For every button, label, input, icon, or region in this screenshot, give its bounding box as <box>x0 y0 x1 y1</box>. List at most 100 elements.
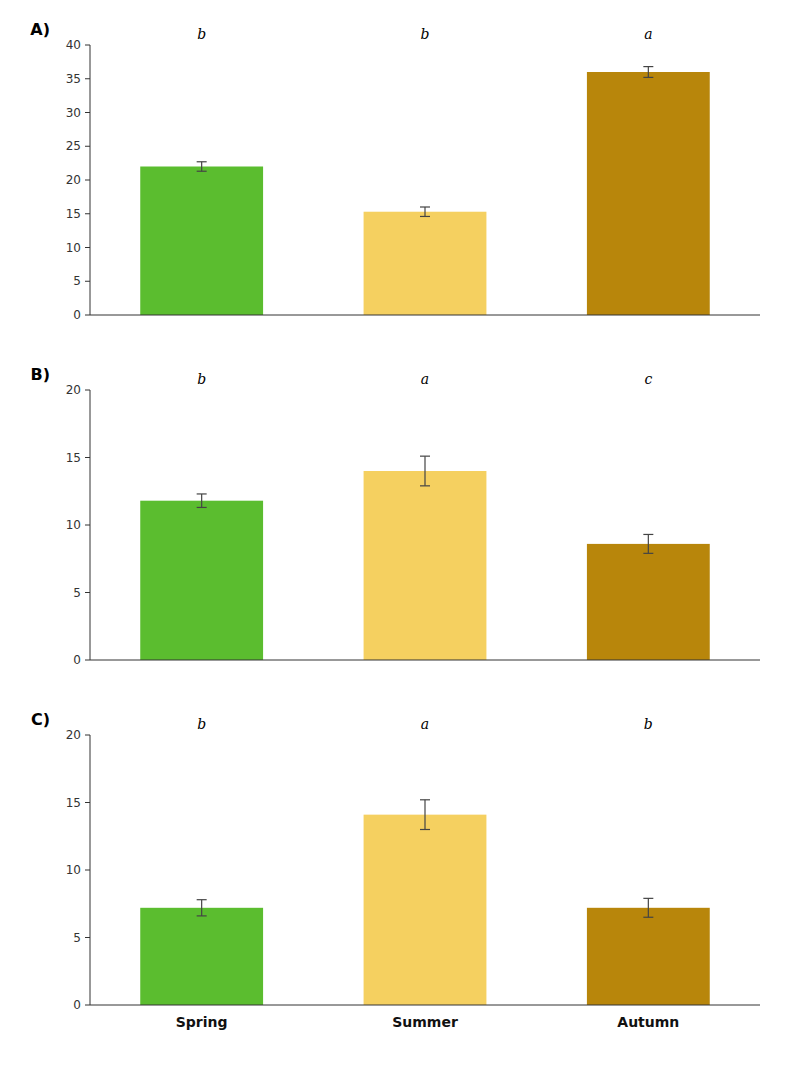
y-tick-label: 20 <box>66 728 81 742</box>
annotation: a <box>421 371 429 387</box>
y-tick <box>85 937 90 938</box>
error-cap <box>197 899 207 900</box>
y-tick-label: 10 <box>66 863 81 877</box>
error-bar <box>197 494 207 508</box>
annotation: a <box>644 26 652 42</box>
error-cap <box>643 534 653 535</box>
bar <box>587 72 710 315</box>
error-bar <box>197 900 207 916</box>
y-tick <box>85 112 90 113</box>
bar <box>140 908 263 1005</box>
y-tick <box>85 315 90 316</box>
marks <box>140 67 710 315</box>
y-tick-label: 15 <box>66 451 81 465</box>
error-cap <box>643 553 653 554</box>
annotation: c <box>644 371 652 387</box>
x-tick-label: Summer <box>392 1014 458 1030</box>
y-tick-label: 20 <box>66 383 81 397</box>
error-cap <box>643 917 653 918</box>
bar <box>587 544 710 660</box>
error-cap <box>420 799 430 800</box>
y-tick <box>85 525 90 526</box>
error-stem <box>648 534 649 553</box>
bar <box>140 501 263 660</box>
figure: 0 5 10 15 20 25 30 35 40 b b a A) 0 5 10 15 20 b a c B) 0 5 10 15… <box>0 0 786 1079</box>
y-tick-label: 40 <box>66 38 81 52</box>
error-bar <box>420 800 430 830</box>
y-tick-label: 25 <box>66 139 81 153</box>
error-cap <box>420 456 430 457</box>
y-tick-label: 0 <box>73 308 81 322</box>
panel-label: C) <box>31 710 50 729</box>
annotation: b <box>197 26 206 42</box>
annotation: b <box>644 716 653 732</box>
error-cap <box>197 493 207 494</box>
x-axis <box>90 1005 760 1006</box>
error-bar <box>643 67 653 78</box>
y-tick <box>85 78 90 79</box>
error-stem <box>424 207 425 216</box>
error-stem <box>201 494 202 508</box>
bar <box>587 908 710 1005</box>
y-tick-label: 5 <box>73 931 81 945</box>
error-cap <box>420 216 430 217</box>
error-bar <box>197 162 207 171</box>
panel: 0 5 10 15 20 Spring Summer Autumn b a b C) <box>31 710 760 1030</box>
annotation: b <box>197 716 206 732</box>
y-tick-label: 35 <box>66 72 81 86</box>
bar <box>140 167 263 316</box>
x-axis <box>90 660 760 661</box>
error-stem <box>648 67 649 78</box>
panel-label: B) <box>30 365 50 384</box>
error-cap <box>197 507 207 508</box>
y-tick <box>85 213 90 214</box>
y-tick <box>85 660 90 661</box>
error-bar <box>643 534 653 553</box>
error-stem <box>648 898 649 917</box>
y-tick <box>85 1005 90 1006</box>
annotation: a <box>421 716 429 732</box>
y-tick <box>85 457 90 458</box>
error-bar <box>420 207 430 216</box>
y-tick <box>85 146 90 147</box>
error-cap <box>197 161 207 162</box>
y-tick <box>85 390 90 391</box>
y-tick-label: 20 <box>66 173 81 187</box>
error-bar <box>420 456 430 486</box>
y-tick-label: 10 <box>66 518 81 532</box>
error-cap <box>643 898 653 899</box>
marks <box>140 800 710 1005</box>
y-tick <box>85 592 90 593</box>
x-tick-label: Autumn <box>617 1014 679 1030</box>
panel-label: A) <box>30 20 50 39</box>
error-cap <box>197 171 207 172</box>
error-cap <box>420 829 430 830</box>
panel: 0510152025303540bbaA) <box>30 20 760 322</box>
error-bar <box>643 898 653 917</box>
marks <box>140 456 710 660</box>
error-cap <box>420 485 430 486</box>
y-tick-label: 5 <box>73 274 81 288</box>
y-tick-label: 15 <box>66 207 81 221</box>
error-stem <box>424 456 425 486</box>
y-tick-label: 10 <box>66 241 81 255</box>
panel: 05101520bacB) <box>30 365 760 667</box>
bar <box>364 471 487 660</box>
y-tick-label: 0 <box>73 998 81 1012</box>
x-tick-label: Spring <box>176 1014 228 1030</box>
y-tick-label: 5 <box>73 586 81 600</box>
y-tick-label: 15 <box>66 796 81 810</box>
y-tick <box>85 247 90 248</box>
error-stem <box>424 800 425 830</box>
error-cap <box>197 915 207 916</box>
bar <box>364 212 487 315</box>
y-tick <box>85 180 90 181</box>
y-tick <box>85 802 90 803</box>
error-cap <box>643 66 653 67</box>
error-cap <box>420 206 430 207</box>
y-tick-label: 30 <box>66 106 81 120</box>
error-stem <box>201 162 202 171</box>
bar <box>364 815 487 1005</box>
y-tick <box>85 281 90 282</box>
error-stem <box>201 900 202 916</box>
